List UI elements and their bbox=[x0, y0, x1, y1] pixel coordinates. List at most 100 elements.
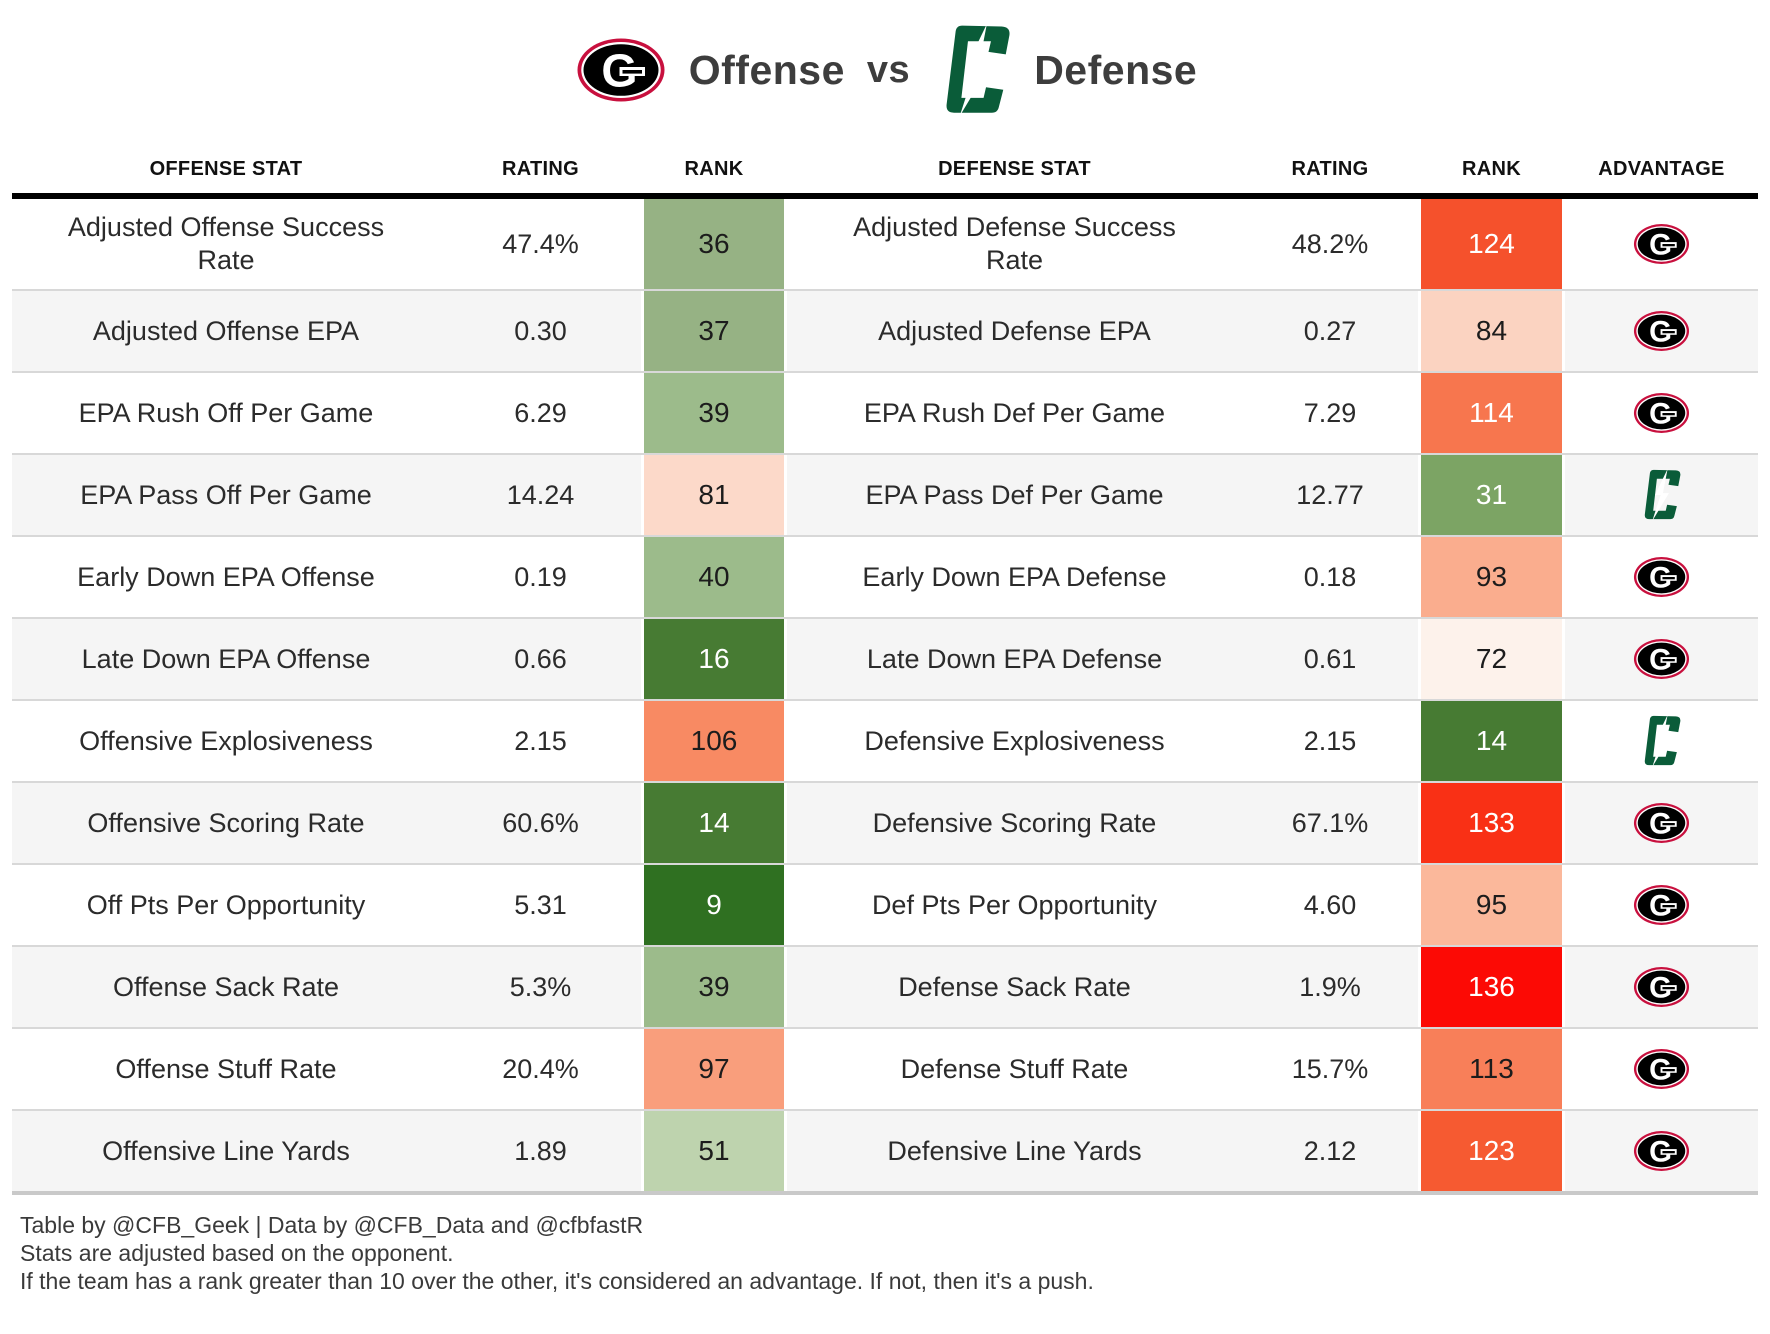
defense-stat-name: Defense Stuff Rate bbox=[787, 1027, 1242, 1109]
advantage-cell: G bbox=[1565, 1027, 1758, 1109]
table-row: Late Down EPA Offense 0.66 16 Late Down EPA… bbox=[12, 617, 1758, 699]
defense-stat-name: Defensive Explosiveness bbox=[787, 699, 1242, 781]
offense-rank-badge: 9 bbox=[641, 863, 787, 945]
advantage-georgia-logo-icon: G bbox=[1633, 310, 1690, 352]
defense-rating-value: 0.18 bbox=[1242, 535, 1418, 617]
offense-rank-badge: 81 bbox=[641, 453, 787, 535]
defense-rank-badge: 136 bbox=[1418, 945, 1565, 1027]
stats-table: OFFENSE STAT RATING RANK DEFENSE STAT RA… bbox=[12, 146, 1758, 1195]
defense-rank-badge: 31 bbox=[1418, 453, 1565, 535]
offense-rating-value: 60.6% bbox=[440, 781, 641, 863]
defense-rating-value: 4.60 bbox=[1242, 863, 1418, 945]
defense-rank-badge: 72 bbox=[1418, 617, 1565, 699]
footnote-credits: Table by @CFB_Geek | Data by @CFB_Data a… bbox=[20, 1212, 644, 1238]
table-header-row: OFFENSE STAT RATING RANK DEFENSE STAT RA… bbox=[12, 146, 1758, 199]
defense-stat-name: Defensive Scoring Rate bbox=[787, 781, 1242, 863]
offense-rank-badge: 40 bbox=[641, 535, 787, 617]
offense-stat-name: Offense Sack Rate bbox=[12, 945, 440, 1027]
defense-rank-badge: 84 bbox=[1418, 289, 1565, 371]
table-row: Offensive Scoring Rate 60.6% 14 Defensive S… bbox=[12, 781, 1758, 863]
offense-stat-name: Late Down EPA Offense bbox=[12, 617, 440, 699]
offense-rating-value: 0.19 bbox=[440, 535, 641, 617]
offense-rank-badge: 51 bbox=[641, 1109, 787, 1191]
col-header-offense-rating: RATING bbox=[502, 158, 579, 180]
advantage-georgia-logo-icon: G bbox=[1633, 223, 1690, 265]
table-row: EPA Rush Off Per Game 6.29 39 EPA Rush Def … bbox=[12, 371, 1758, 453]
offense-rating-value: 20.4% bbox=[440, 1027, 641, 1109]
offense-rank-badge: 37 bbox=[641, 289, 787, 371]
offense-stat-name: Off Pts Per Opportunity bbox=[12, 863, 440, 945]
offense-rating-value: 6.29 bbox=[440, 371, 641, 453]
defense-stat-name: Defensive Line Yards bbox=[787, 1109, 1242, 1191]
defense-stat-name: Adjusted Defense Success Rate bbox=[787, 199, 1242, 289]
offense-stat-name: Early Down EPA Offense bbox=[12, 535, 440, 617]
defense-rating-value: 2.15 bbox=[1242, 699, 1418, 781]
offense-rank-badge: 39 bbox=[641, 371, 787, 453]
defense-rank-badge: 95 bbox=[1418, 863, 1565, 945]
defense-stat-name: Adjusted Defense EPA bbox=[787, 289, 1242, 371]
advantage-georgia-logo-icon: G bbox=[1633, 802, 1690, 844]
title-offense-label: Offense bbox=[688, 46, 845, 93]
table-row: EPA Pass Off Per Game 14.24 81 EPA Pass Def… bbox=[12, 453, 1758, 535]
offense-stat-name: EPA Pass Off Per Game bbox=[12, 453, 440, 535]
defense-rating-value: 48.2% bbox=[1242, 199, 1418, 289]
col-header-defense-rating: RATING bbox=[1291, 158, 1369, 180]
col-header-advantage: ADVANTAGE bbox=[1598, 158, 1725, 180]
georgia-logo-icon: G bbox=[573, 37, 669, 103]
table-row: Off Pts Per Opportunity 5.31 9 Def Pts Per … bbox=[12, 863, 1758, 945]
defense-stat-name: Defense Sack Rate bbox=[787, 945, 1242, 1027]
defense-rank-badge: 123 bbox=[1418, 1109, 1565, 1191]
offense-rating-value: 47.4% bbox=[440, 199, 641, 289]
table-row: Offense Sack Rate 5.3% 39 Defense Sack Rate… bbox=[12, 945, 1758, 1027]
title-defense-label: Defense bbox=[1034, 46, 1198, 93]
offense-stat-name: EPA Rush Off Per Game bbox=[12, 371, 440, 453]
advantage-georgia-logo-icon: G bbox=[1633, 884, 1690, 926]
col-header-offense-stat: OFFENSE STAT bbox=[149, 158, 303, 180]
table-footnotes: Table by @CFB_Geek | Data by @CFB_Data a… bbox=[20, 1211, 1770, 1295]
defense-stat-name: Def Pts Per Opportunity bbox=[787, 863, 1242, 945]
table-row: Early Down EPA Offense 0.19 40 Early Down E… bbox=[12, 535, 1758, 617]
defense-rating-value: 1.9% bbox=[1242, 945, 1418, 1027]
defense-stat-name: Early Down EPA Defense bbox=[787, 535, 1242, 617]
defense-rating-value: 7.29 bbox=[1242, 371, 1418, 453]
defense-rank-badge: 93 bbox=[1418, 535, 1565, 617]
table-row: Offensive Explosiveness 2.15 106 Defensive … bbox=[12, 699, 1758, 781]
offense-rating-value: 5.3% bbox=[440, 945, 641, 1027]
table-row: Offensive Line Yards 1.89 51 Defensive Line… bbox=[12, 1109, 1758, 1191]
advantage-cell: G bbox=[1565, 289, 1758, 371]
offense-rating-value: 0.30 bbox=[440, 289, 641, 371]
offense-rank-badge: 39 bbox=[641, 945, 787, 1027]
advantage-cell: G bbox=[1565, 371, 1758, 453]
defense-stat-name: EPA Pass Def Per Game bbox=[787, 453, 1242, 535]
offense-stat-name: Offensive Explosiveness bbox=[12, 699, 440, 781]
defense-rank-badge: 133 bbox=[1418, 781, 1565, 863]
offense-rating-value: 2.15 bbox=[440, 699, 641, 781]
offense-rating-value: 14.24 bbox=[440, 453, 641, 535]
advantage-cell: G bbox=[1565, 945, 1758, 1027]
defense-rating-value: 0.61 bbox=[1242, 617, 1418, 699]
footnote-advantage-rule: If the team has a rank greater than 10 o… bbox=[20, 1268, 1094, 1294]
defense-rating-value: 0.27 bbox=[1242, 289, 1418, 371]
offense-rank-badge: 16 bbox=[641, 617, 787, 699]
table-row: Offense Stuff Rate 20.4% 97 Defense Stuff R… bbox=[12, 1027, 1758, 1109]
offense-stat-name: Adjusted Offense Success Rate bbox=[12, 199, 440, 289]
footnote-adjusted: Stats are adjusted based on the opponent… bbox=[20, 1240, 454, 1266]
advantage-georgia-logo-icon: G bbox=[1633, 392, 1690, 434]
defense-rank-badge: 113 bbox=[1418, 1027, 1565, 1109]
advantage-georgia-logo-icon: G bbox=[1633, 1048, 1690, 1090]
advantage-georgia-logo-icon: G bbox=[1633, 638, 1690, 680]
defense-rank-badge: 114 bbox=[1418, 371, 1565, 453]
defense-stat-name: EPA Rush Def Per Game bbox=[787, 371, 1242, 453]
advantage-georgia-logo-icon: G bbox=[1633, 1130, 1690, 1172]
advantage-georgia-logo-icon: G bbox=[1633, 556, 1690, 598]
advantage-cell: G bbox=[1565, 863, 1758, 945]
advantage-charlotte-logo-icon bbox=[1643, 469, 1681, 521]
advantage-cell: G bbox=[1565, 781, 1758, 863]
defense-rank-badge: 14 bbox=[1418, 699, 1565, 781]
offense-rank-badge: 14 bbox=[641, 781, 787, 863]
offense-rank-badge: 97 bbox=[641, 1027, 787, 1109]
advantage-cell: G bbox=[1565, 617, 1758, 699]
charlotte-logo-icon bbox=[944, 24, 1010, 116]
col-header-defense-stat: DEFENSE STAT bbox=[938, 158, 1091, 180]
advantage-cell: G bbox=[1565, 199, 1758, 289]
